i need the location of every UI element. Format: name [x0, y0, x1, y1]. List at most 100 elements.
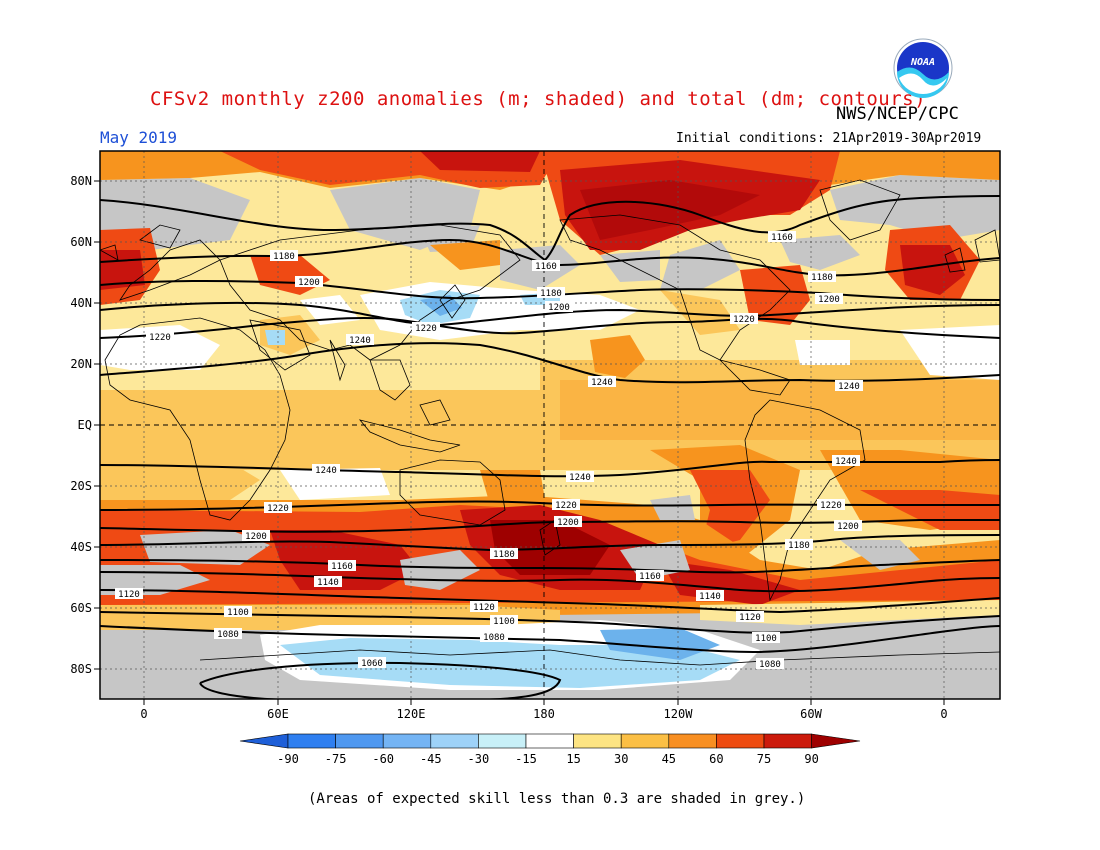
- contour-label: 1220: [817, 499, 845, 511]
- colorbar-swatch: [763, 733, 812, 749]
- latitude-labels: 80N 60N 40N 20N EQ 20S 40S 60S 80S: [70, 174, 92, 676]
- colorbar-swatch: [430, 733, 479, 749]
- svg-text:1100: 1100: [227, 608, 249, 618]
- contour-label: 1160: [328, 560, 356, 572]
- lat-label: 80N: [70, 174, 92, 188]
- contour-label: 1160: [768, 231, 796, 243]
- colorbar-label: 30: [614, 752, 628, 766]
- lat-label: 20N: [70, 357, 92, 371]
- svg-text:1220: 1220: [820, 501, 842, 511]
- colorbar-swatch: [239, 733, 289, 749]
- svg-text:1180: 1180: [811, 273, 833, 283]
- svg-text:1080: 1080: [483, 633, 505, 643]
- colorbar-label: -60: [372, 752, 394, 766]
- svg-text:1160: 1160: [639, 572, 661, 582]
- organization-label: NWS/NCEP/CPC: [836, 104, 959, 124]
- contour-label: 1200: [545, 301, 573, 313]
- coastlines: [100, 179, 1000, 666]
- colorbar-label: -90: [277, 752, 299, 766]
- colorbar-label: 15: [566, 752, 580, 766]
- svg-text:1180: 1180: [493, 550, 515, 560]
- svg-text:1240: 1240: [835, 457, 857, 467]
- lon-label: 60W: [800, 707, 822, 721]
- contour-label: [530, 608, 558, 619]
- forecast-month: May 2019: [100, 128, 178, 147]
- contour-labels: 1180 1200 1220 1240 1160 1180 1200 1220 …: [115, 231, 863, 670]
- lon-label: 120E: [397, 707, 426, 721]
- svg-text:1200: 1200: [548, 303, 570, 313]
- contour-label: 1080: [756, 658, 784, 670]
- lon-label: 0: [940, 707, 947, 721]
- lat-label: 80S: [70, 662, 92, 676]
- colorbar-label: -75: [325, 752, 347, 766]
- lat-label: 60N: [70, 235, 92, 249]
- colorbar-label: -30: [468, 752, 490, 766]
- lon-label: 60E: [267, 707, 289, 721]
- colorbar-label: -15: [515, 752, 537, 766]
- svg-text:1120: 1120: [739, 613, 761, 623]
- contour-label: 1220: [730, 313, 758, 325]
- svg-text:1200: 1200: [837, 522, 859, 532]
- colorbar-label: 90: [804, 752, 818, 766]
- colorbar-swatch: [287, 733, 336, 749]
- svg-text:1060: 1060: [361, 659, 383, 669]
- map-title: CFSv2 monthly z200 anomalies (m; shaded)…: [150, 88, 927, 110]
- color-bar: [239, 733, 861, 749]
- svg-text:1140: 1140: [317, 578, 339, 588]
- contour-label: 1120: [736, 611, 764, 623]
- svg-text:1240: 1240: [315, 466, 337, 476]
- contour-label: 1140: [314, 576, 342, 588]
- contour-label: 1100: [490, 615, 518, 627]
- svg-text:1080: 1080: [217, 630, 239, 640]
- svg-text:1180: 1180: [540, 289, 562, 299]
- contour-label: 1240: [835, 380, 863, 392]
- initial-conditions: Initial conditions: 21Apr2019-30Apr2019: [676, 131, 982, 146]
- svg-text:1240: 1240: [591, 378, 613, 388]
- contour-label: 1240: [832, 455, 860, 467]
- colorbar-swatch: [573, 733, 622, 749]
- colorbar-label: 60: [709, 752, 723, 766]
- contour-label: 1120: [470, 601, 498, 613]
- svg-text:1140: 1140: [699, 592, 721, 602]
- lon-label: 180: [533, 707, 555, 721]
- colorbar-swatch: [668, 733, 717, 749]
- contour-label: 1180: [785, 539, 813, 551]
- skill-footnote: (Areas of expected skill less than 0.3 a…: [308, 791, 806, 807]
- contour-label: 1180: [808, 271, 836, 283]
- svg-text:1160: 1160: [535, 262, 557, 272]
- contour-label: 1200: [242, 530, 270, 542]
- contour-label: 1080: [480, 631, 508, 643]
- longitude-labels: 0 60E 120E 180 120W 60W 0: [140, 707, 947, 721]
- contour-label: 1160: [532, 260, 560, 272]
- reference-lines: [100, 151, 1000, 699]
- contour-label: 1220: [264, 502, 292, 514]
- svg-text:1200: 1200: [298, 278, 320, 288]
- colorbar-swatch: [716, 733, 765, 749]
- svg-text:1100: 1100: [493, 617, 515, 627]
- svg-text:1240: 1240: [838, 382, 860, 392]
- axis-ticks: [94, 180, 945, 705]
- svg-text:1180: 1180: [273, 252, 295, 262]
- colorbar-swatch: [811, 733, 861, 749]
- svg-text:1240: 1240: [349, 336, 371, 346]
- contour-label: 1180: [270, 250, 298, 262]
- lat-label: 40S: [70, 540, 92, 554]
- contour-label: 1140: [696, 590, 724, 602]
- contour-label: 1200: [554, 516, 582, 528]
- colorbar-label: 45: [662, 752, 676, 766]
- contour-label: 1060: [358, 657, 386, 669]
- svg-text:1200: 1200: [245, 532, 267, 542]
- contour-label: 1220: [552, 499, 580, 511]
- contour-label: 1200: [815, 293, 843, 305]
- colorbar-labels: -90 -75 -60 -45 -30 -15 15 30 45 60 75 9…: [277, 752, 819, 766]
- contour-label: 1240: [346, 334, 374, 346]
- contour-label: 1240: [588, 376, 616, 388]
- colorbar-label: -45: [420, 752, 442, 766]
- svg-text:1120: 1120: [118, 590, 140, 600]
- lat-label: EQ: [78, 418, 92, 432]
- lat-label: 20S: [70, 479, 92, 493]
- svg-text:1220: 1220: [149, 333, 171, 343]
- svg-text:1160: 1160: [771, 233, 793, 243]
- svg-text:1200: 1200: [557, 518, 579, 528]
- contour-label: 1100: [752, 632, 780, 644]
